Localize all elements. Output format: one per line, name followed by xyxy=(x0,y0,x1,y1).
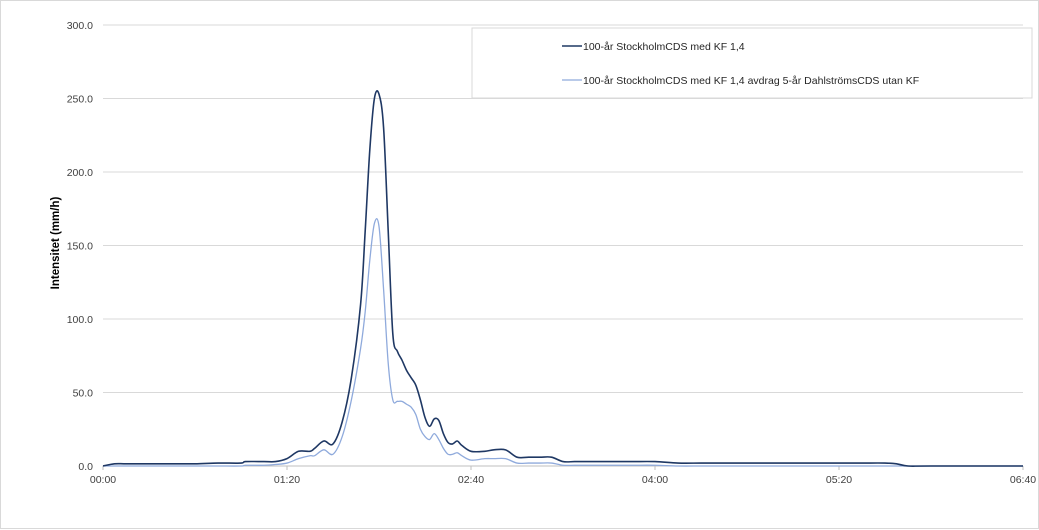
x-tick-label: 05:20 xyxy=(826,474,852,486)
y-tick-label: 200.0 xyxy=(67,167,93,179)
legend-label-1: 100-år StockholmCDS med KF 1,4 xyxy=(583,41,745,53)
x-tick-label: 01:20 xyxy=(274,474,300,486)
x-axis-tick-labels: 00:00 01:20 02:40 04:00 05:20 06:40 xyxy=(90,466,1036,486)
x-tick-label: 02:40 xyxy=(458,474,484,486)
series-line-1 xyxy=(102,90,1023,467)
y-axis-title: Intensitet (mm/h) xyxy=(50,197,62,290)
y-tick-label: 150.0 xyxy=(67,241,93,253)
series-lines xyxy=(102,90,1023,467)
y-tick-label: 300.0 xyxy=(67,20,93,32)
y-tick-label: 0.0 xyxy=(78,461,93,473)
y-tick-label: 100.0 xyxy=(67,314,93,326)
y-axis-tick-labels: 0.0 50.0 100.0 150.0 200.0 250.0 300.0 xyxy=(67,20,93,473)
legend-label-2: 100-år StockholmCDS med KF 1,4 avdrag 5-… xyxy=(583,75,919,87)
legend: 100-år StockholmCDS med KF 1,4 100-år Sto… xyxy=(471,27,1033,99)
x-tick-label: 00:00 xyxy=(90,474,116,486)
x-tick-label: 06:40 xyxy=(1010,474,1036,486)
y-tick-label: 50.0 xyxy=(73,388,94,400)
legend-box xyxy=(471,27,1033,99)
series-line-2 xyxy=(103,218,1023,467)
x-tick-label: 04:00 xyxy=(642,474,668,486)
y-tick-label: 250.0 xyxy=(67,94,93,106)
